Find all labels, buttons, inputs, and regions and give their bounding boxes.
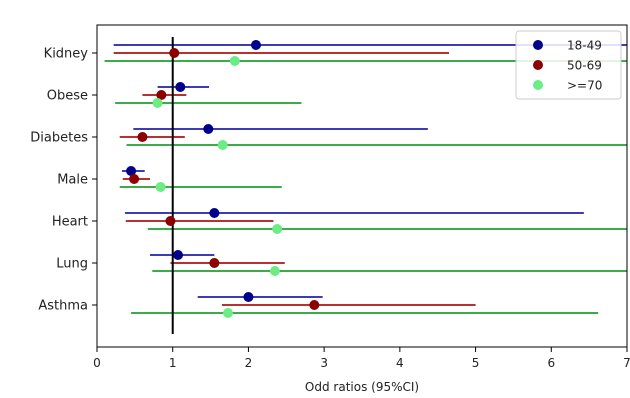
point-lung-series-2 <box>209 258 220 268</box>
x-tick-label: 5 <box>472 356 480 370</box>
point-kidney-series-2 <box>169 48 180 58</box>
x-axis: 0 1 2 3 4 5 6 7 <box>93 347 630 370</box>
legend-marker <box>533 60 543 70</box>
point-heart-series-3 <box>272 224 283 234</box>
y-tick-label: Heart <box>52 215 88 230</box>
point-asthma-series-1 <box>243 292 254 302</box>
point-heart-series-2 <box>165 216 176 226</box>
x-tick-label: 4 <box>396 356 404 370</box>
point-obese-series-1 <box>175 82 186 92</box>
point-male-series-2 <box>129 174 140 184</box>
plot-frame <box>96 24 628 348</box>
plot-content <box>104 37 627 334</box>
x-tick-label: 7 <box>623 356 630 370</box>
x-axis-title: Odd ratios (95%CI) <box>305 380 419 394</box>
point-asthma-series-3 <box>222 308 233 318</box>
legend-marker <box>533 40 543 50</box>
x-tick-label: 0 <box>93 356 101 370</box>
point-lung-series-3 <box>269 266 280 276</box>
point-obese-series-2 <box>156 90 167 100</box>
point-lung-series-1 <box>173 250 184 260</box>
point-asthma-series-2 <box>309 300 320 310</box>
point-kidney-series-1 <box>251 40 261 50</box>
point-male-series-3 <box>155 182 166 192</box>
legend-label: 50-69 <box>567 59 602 73</box>
y-tick-label: Male <box>57 173 88 188</box>
x-tick-label: 6 <box>547 356 555 370</box>
y-axis: Kidney Obese Diabetes Male Heart Lung Asthma <box>30 47 97 314</box>
legend-label: >=70 <box>567 79 602 93</box>
y-tick-label: Diabetes <box>30 131 88 146</box>
point-heart-series-1 <box>209 208 220 218</box>
y-tick-label: Asthma <box>38 299 88 314</box>
legend: 18-49 50-69 >=70 <box>515 30 622 100</box>
legend-box <box>515 30 622 100</box>
x-tick-label: 2 <box>245 356 253 370</box>
y-tick-label: Obese <box>47 89 88 104</box>
x-tick-label: 3 <box>320 356 328 370</box>
y-tick-label: Kidney <box>44 47 89 62</box>
point-obese-series-3 <box>152 98 163 108</box>
point-male-series-1 <box>126 166 137 176</box>
legend-marker <box>533 80 543 90</box>
point-diabetes-series-2 <box>137 132 148 142</box>
legend-label: 18-49 <box>567 39 602 53</box>
y-tick-label: Lung <box>56 257 88 272</box>
x-tick-label: 1 <box>169 356 177 370</box>
point-diabetes-series-3 <box>217 140 228 150</box>
point-kidney-series-3 <box>229 56 240 66</box>
point-diabetes-series-1 <box>203 124 214 134</box>
